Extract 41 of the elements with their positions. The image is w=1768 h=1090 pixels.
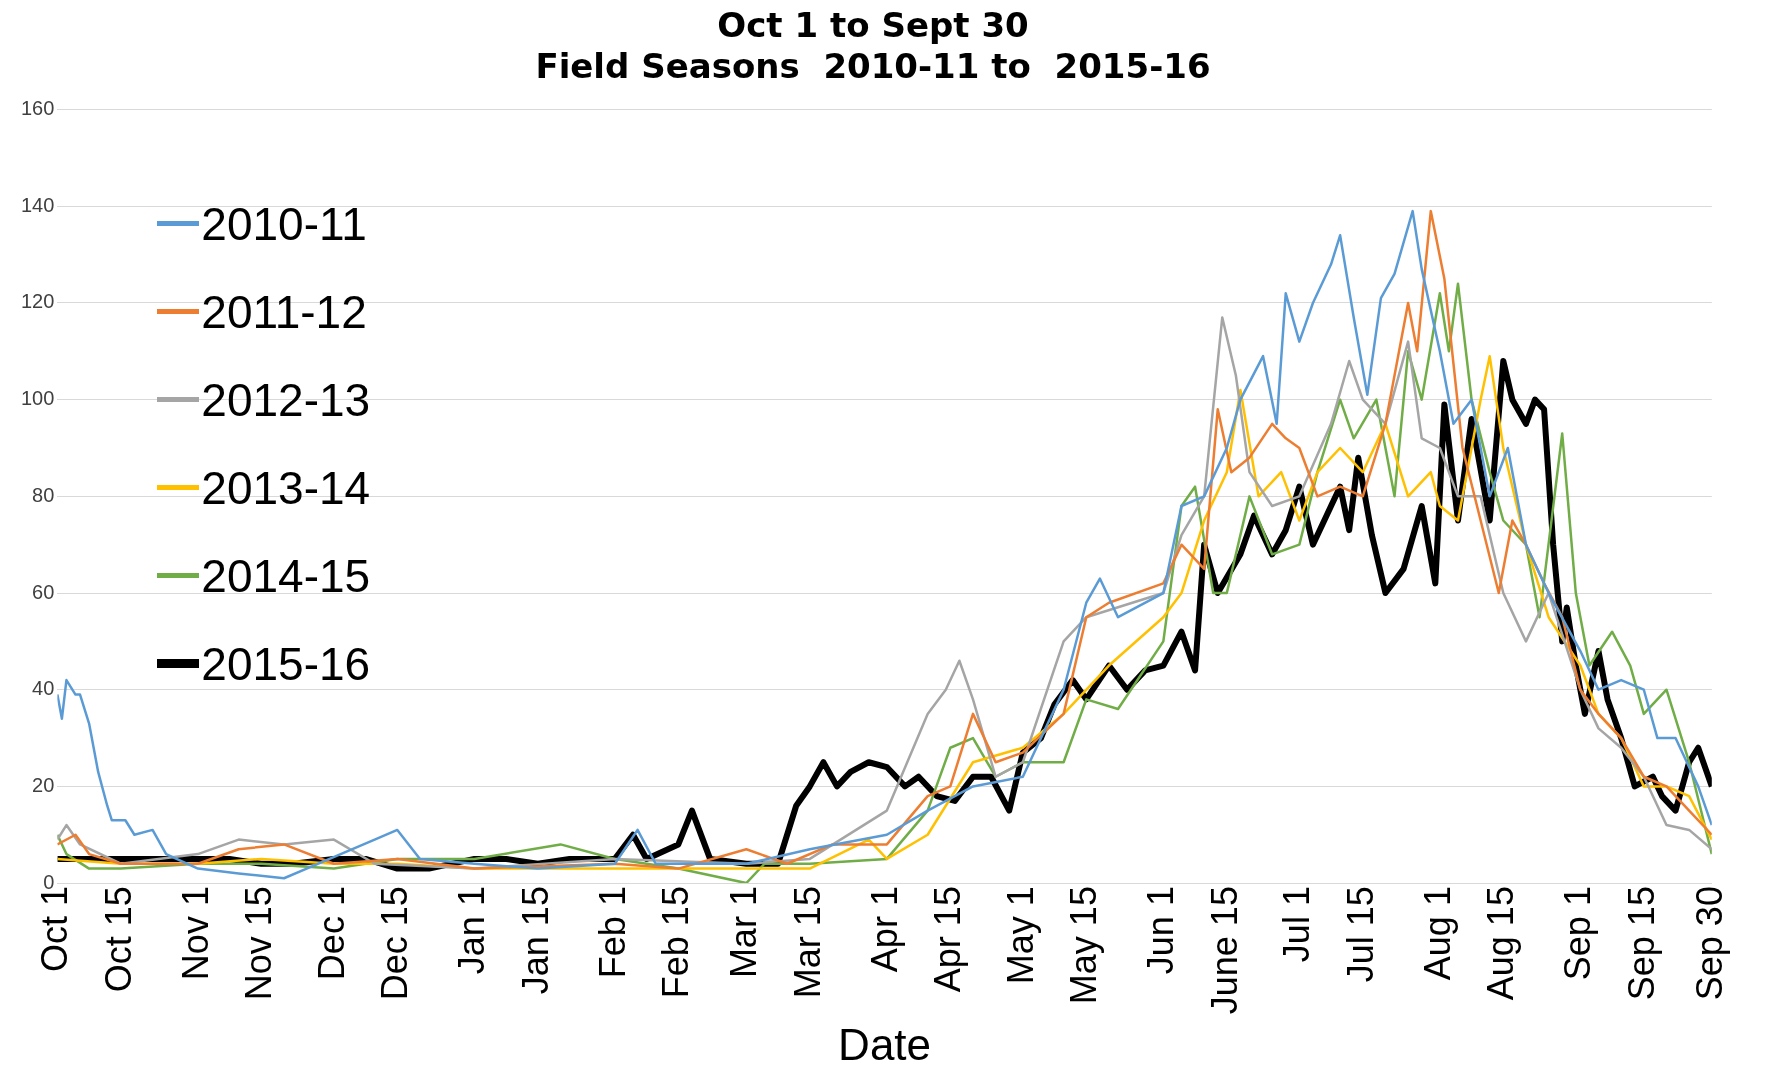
y-tick-label: 20: [32, 773, 55, 796]
x-tick-label: Sep 15: [1620, 886, 1662, 1001]
x-tick-label: Jun 1: [1140, 886, 1182, 975]
x-tick-label: Sep 30: [1688, 886, 1730, 1001]
chart-title: Oct 1 to Sept 30: [717, 5, 1029, 46]
y-tick-label: 160: [20, 97, 55, 120]
y-tick-label: 80: [32, 483, 55, 506]
y-tick-label: 40: [32, 677, 55, 700]
x-tick-label: Mar 1: [723, 886, 765, 979]
x-axis-title: Date: [838, 1019, 932, 1069]
legend-label: 2011-12: [201, 284, 367, 340]
x-tick-label: Aug 1: [1416, 886, 1458, 981]
chart-subtitle: Field Seasons 2010-11 to 2015-16: [535, 46, 1211, 87]
x-tick-label: Dec 1: [310, 886, 352, 981]
x-tick-label: May 15: [1063, 886, 1105, 1005]
x-tick-label: Jul 15: [1339, 886, 1381, 983]
x-tick-label: Jan 15: [514, 886, 556, 995]
x-tick-label: May 1: [999, 886, 1041, 985]
x-tick-label: Sep 1: [1557, 886, 1599, 981]
x-tick-label: Mar 15: [786, 886, 828, 999]
x-tick-label: Dec 15: [374, 886, 416, 1001]
legend-label: 2014-15: [201, 548, 371, 604]
x-tick-label: Apr 1: [863, 886, 905, 973]
x-tick-label: Feb 15: [655, 886, 697, 999]
x-tick-label: Nov 1: [174, 886, 216, 981]
y-tick-label: 60: [32, 580, 55, 603]
x-tick-label: Oct 15: [97, 886, 139, 993]
x-tick-label: Jan 1: [451, 886, 493, 975]
legend-label: 2015-16: [201, 636, 371, 692]
y-tick-label: 120: [20, 290, 55, 313]
legend-label: 2010-11: [201, 196, 367, 252]
x-tick-label: Aug 15: [1480, 886, 1522, 1001]
legend-label: 2012-13: [201, 372, 371, 428]
y-tick-label: 140: [20, 193, 55, 216]
x-tick-label: Feb 1: [591, 886, 633, 979]
x-tick-label: Nov 15: [238, 886, 280, 1001]
x-tick-label: June 15: [1203, 886, 1245, 1015]
x-tick-label: Apr 15: [927, 886, 969, 993]
y-tick-label: 100: [20, 387, 55, 410]
legend-label: 2013-14: [201, 460, 371, 516]
x-tick-label: Jul 1: [1276, 886, 1318, 963]
